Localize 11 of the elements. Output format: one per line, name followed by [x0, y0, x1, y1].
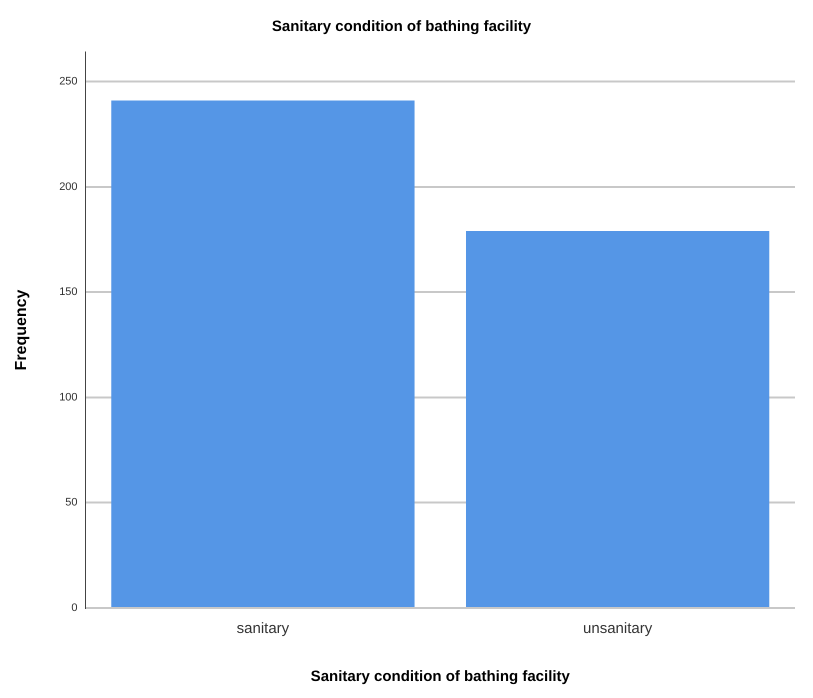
y-tick-label: 100 — [59, 391, 78, 404]
x-tick-label: sanitary — [236, 620, 290, 638]
y-tick-label: 0 — [71, 602, 78, 614]
y-tick-label: 250 — [59, 76, 78, 88]
y-tick-label: 200 — [59, 180, 78, 193]
y-tick-label: 150 — [59, 286, 78, 298]
y-axis-title: Frequency — [13, 289, 30, 370]
y-tick-label: 50 — [65, 496, 78, 509]
chart-title: Sanitary condition of bathing facility — [272, 18, 532, 36]
x-axis-title: Sanitary condition of bathing facility — [310, 668, 571, 686]
x-tick-label: unsanitary — [583, 620, 653, 638]
